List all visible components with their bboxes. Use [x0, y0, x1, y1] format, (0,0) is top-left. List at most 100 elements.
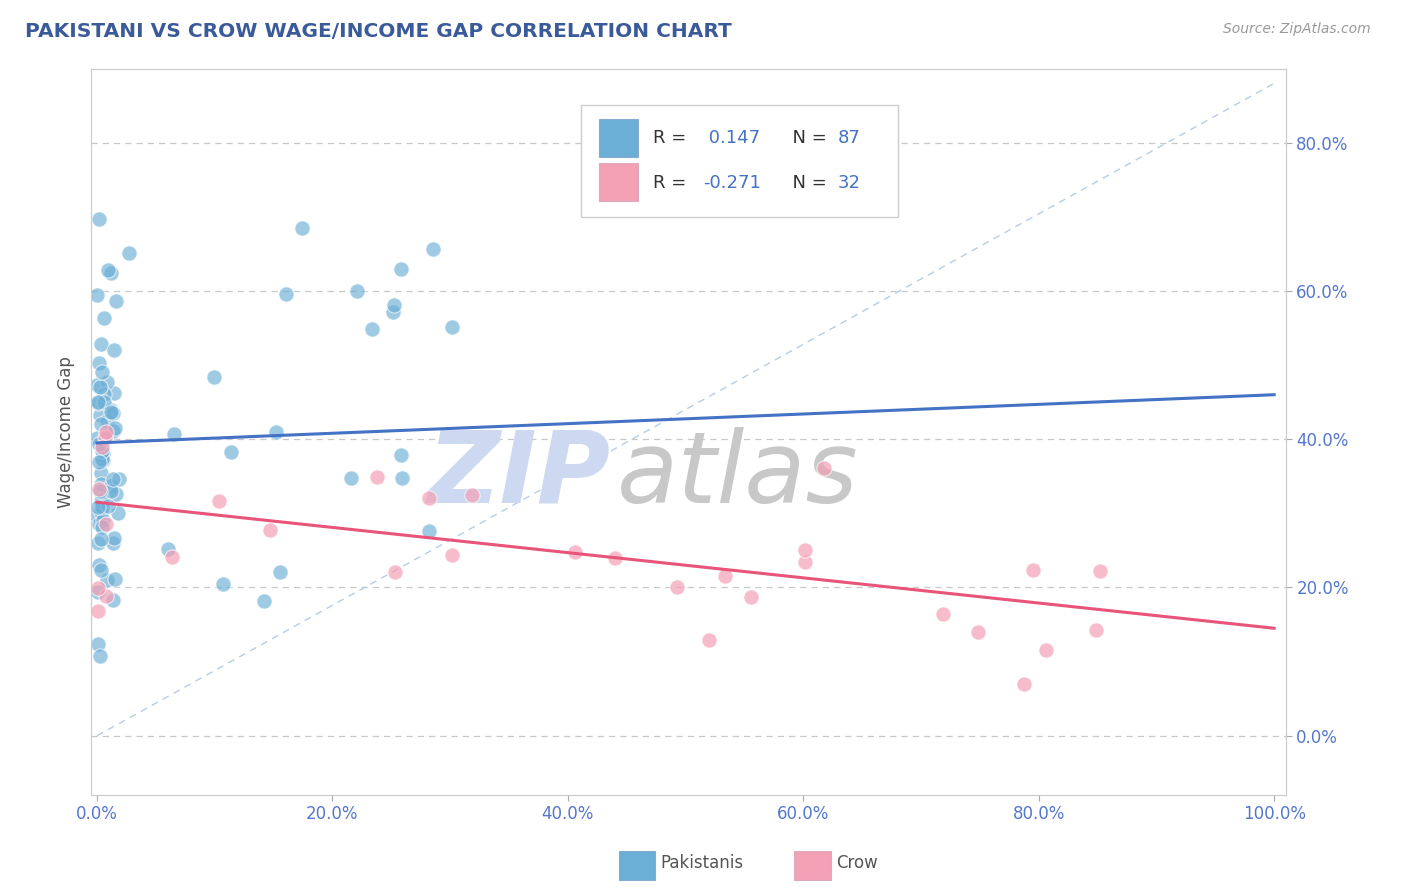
Point	[100, 405, 122, 419]
Point	[86, 508, 108, 523]
Point	[104, 572, 127, 586]
Point	[253, 594, 276, 608]
Point	[104, 421, 127, 435]
Point	[107, 506, 129, 520]
Point	[389, 448, 412, 462]
Point	[156, 541, 179, 556]
Point	[422, 243, 444, 257]
Point	[460, 488, 482, 502]
Point	[100, 479, 122, 493]
Point	[103, 531, 125, 545]
Point	[86, 288, 108, 302]
Point	[89, 648, 111, 663]
Point	[93, 386, 115, 401]
Point	[366, 470, 388, 484]
Point	[794, 555, 817, 569]
Point	[87, 516, 110, 531]
Point	[89, 483, 111, 498]
Point	[1088, 565, 1111, 579]
Point	[89, 408, 111, 422]
Point	[94, 516, 117, 531]
Point	[89, 380, 111, 394]
Point	[418, 491, 440, 505]
Point	[340, 471, 363, 485]
Point	[418, 524, 440, 538]
Point	[87, 585, 110, 599]
Point	[93, 310, 115, 325]
Point	[94, 589, 117, 603]
Point	[91, 513, 114, 527]
Text: N =: N =	[780, 128, 832, 146]
Point	[391, 471, 413, 485]
Point	[101, 593, 124, 607]
Point	[264, 425, 287, 439]
Point	[97, 500, 120, 514]
Point	[1012, 677, 1035, 691]
Point	[89, 437, 111, 451]
Point	[291, 220, 314, 235]
Text: Source: ZipAtlas.com: Source: ZipAtlas.com	[1223, 22, 1371, 37]
Point	[202, 370, 225, 384]
Point	[89, 356, 111, 370]
Point	[107, 472, 129, 486]
Point	[740, 590, 762, 604]
Point	[87, 454, 110, 468]
Point	[441, 548, 464, 562]
Text: 0.147: 0.147	[703, 128, 761, 146]
Text: atlas: atlas	[617, 427, 859, 524]
Point	[87, 637, 110, 651]
Point	[1022, 563, 1045, 577]
Point	[89, 558, 111, 573]
Text: N =: N =	[780, 174, 832, 192]
Point	[219, 444, 242, 458]
Point	[91, 495, 114, 509]
Point	[87, 582, 110, 596]
FancyBboxPatch shape	[581, 105, 897, 218]
Point	[89, 563, 111, 577]
Point	[269, 566, 291, 580]
Text: Crow: Crow	[837, 855, 879, 872]
Point	[103, 386, 125, 401]
Point	[697, 633, 720, 648]
Point	[86, 377, 108, 392]
Point	[87, 536, 110, 550]
Point	[96, 573, 118, 587]
Point	[274, 287, 297, 301]
Point	[91, 440, 114, 454]
Text: Pakistanis: Pakistanis	[661, 855, 744, 872]
Point	[932, 607, 955, 621]
Point	[105, 487, 128, 501]
Text: 32: 32	[838, 174, 860, 192]
Point	[605, 551, 627, 566]
Point	[86, 431, 108, 445]
Point	[90, 417, 112, 431]
Point	[211, 577, 233, 591]
Point	[90, 477, 112, 491]
Point	[94, 425, 117, 439]
Point	[714, 569, 737, 583]
Point	[1035, 643, 1057, 657]
Text: 87: 87	[838, 128, 860, 146]
Point	[259, 524, 281, 538]
Point	[91, 500, 114, 514]
Point	[93, 394, 115, 409]
Point	[87, 604, 110, 618]
Point	[94, 432, 117, 446]
Point	[384, 565, 406, 579]
Point	[389, 262, 412, 277]
Point	[361, 321, 384, 335]
Point	[90, 336, 112, 351]
Point	[966, 625, 988, 640]
Point	[813, 461, 835, 475]
Point	[118, 246, 141, 260]
Point	[91, 447, 114, 461]
Text: -0.271: -0.271	[703, 174, 761, 192]
Y-axis label: Wage/Income Gap: Wage/Income Gap	[58, 356, 75, 508]
Point	[160, 549, 183, 564]
Text: R =: R =	[652, 128, 692, 146]
Point	[90, 519, 112, 533]
Point	[105, 294, 128, 309]
Point	[87, 482, 110, 496]
Point	[101, 535, 124, 549]
Text: ZIP: ZIP	[427, 427, 610, 524]
